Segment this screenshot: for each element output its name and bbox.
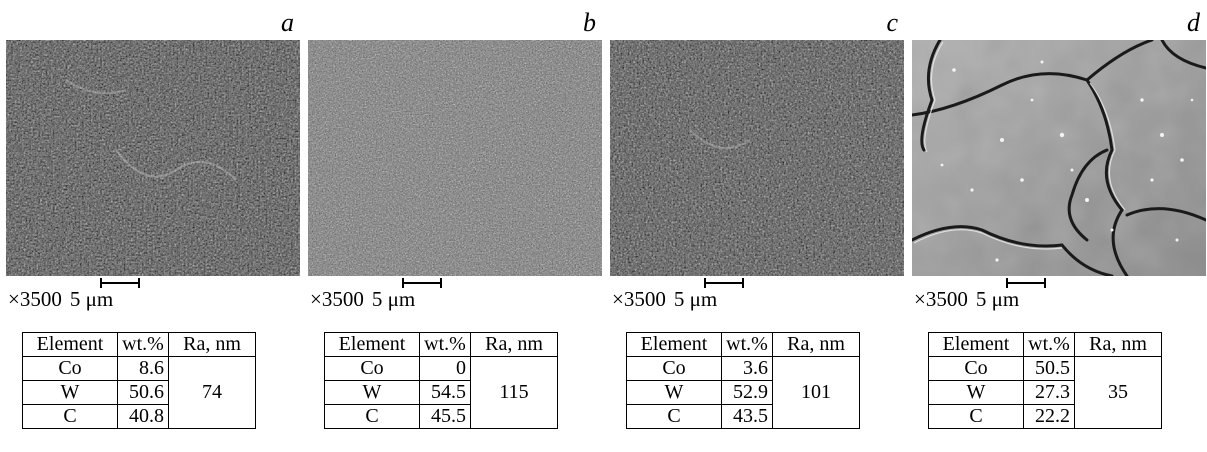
panel-label: b [583,8,596,37]
magnification-caption: ×3500 5 μm [612,287,718,311]
sem-micrograph-d [912,40,1206,276]
composition-table-c: Element wt.% Ra, nm Co 3.6 101 W 52.9 C 43.5 [626,332,860,429]
panel-d: d [906,0,1206,452]
scale-bar [100,278,140,288]
panel-label: c [886,8,898,37]
sem-micrograph-a [6,40,300,276]
scale-bar [1006,278,1046,288]
magnification-caption: ×3500 5 μm [8,287,114,311]
panel-b: b ×3500 5 μm Element wt.% Ra, nm Co 0 115 W 54… [302,0,602,452]
composition-table-b: Element wt.% Ra, nm Co 0 115 W 54.5 C 45.5 [324,332,558,429]
panel-c: c ×3500 5 μm Element wt.% Ra, nm Co 3.6 101 W… [604,0,904,452]
composition-table-a: Element wt.% Ra, nm Co 8.6 74 W 50.6 C 40.8 [22,332,256,429]
panel-label: a [281,8,294,37]
magnification-caption: ×3500 5 μm [914,287,1020,311]
sem-micrograph-b [308,40,602,276]
scale-bar [402,278,442,288]
sem-micrograph-c [610,40,904,276]
panel-label: d [1187,8,1200,37]
scale-bar [704,278,744,288]
magnification-caption: ×3500 5 μm [310,287,416,311]
composition-table-d: Element wt.% Ra, nm Co 50.5 35 W 27.3 C 22.2 [928,332,1162,429]
